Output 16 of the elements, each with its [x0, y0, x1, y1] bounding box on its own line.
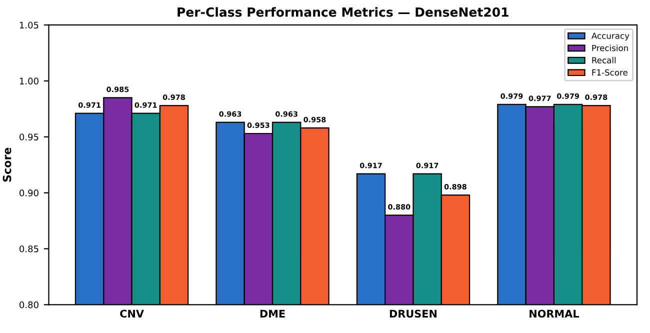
x-tick-label: CNV: [120, 310, 144, 318]
y-tick-label: 0.85: [20, 245, 38, 252]
y-tick-label: 1.00: [20, 78, 38, 84]
x-tick-label: DRUSEN: [390, 310, 437, 318]
y-tick-label: 0.90: [20, 190, 38, 196]
y-tick-label: 0.80: [20, 301, 38, 308]
y-tick-label: 0.95: [20, 134, 38, 140]
legend-label: Recall: [592, 56, 616, 64]
chart-title: Per-Class Performance Metrics — DenseNet201: [178, 7, 508, 17]
legend-label: Accuracy: [592, 32, 630, 41]
x-tick-label: NORMAL: [530, 310, 580, 318]
legend-label: Precision: [592, 44, 628, 52]
legend-label: F1-Score: [592, 69, 628, 76]
y-tick-label: 1.05: [20, 22, 38, 29]
x-tick-label: DME: [260, 310, 285, 318]
y-axis-title: Score: [2, 148, 12, 182]
